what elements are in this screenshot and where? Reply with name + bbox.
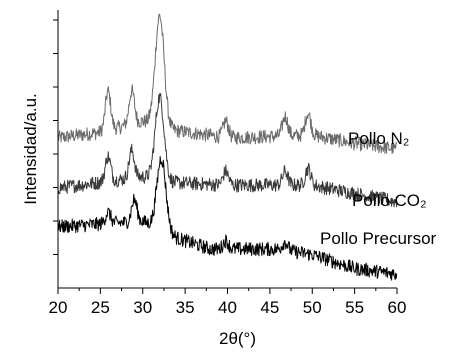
series-label-0: Pollo N₂	[348, 129, 409, 148]
series-line-0	[57, 13, 398, 155]
series-line-2	[57, 156, 398, 281]
x-tick-label-7: 55	[345, 298, 364, 317]
series-line-1	[57, 93, 398, 208]
x-tick-label-0: 20	[49, 298, 68, 317]
series-layer	[57, 13, 398, 281]
labels-layer: Pollo N₂ Pollo CO₂ Pollo Precursor	[320, 129, 437, 248]
y-axis-title: Intensidad/a.u.	[21, 93, 40, 205]
x-tick-label-4: 40	[218, 298, 237, 317]
series-label-1: Pollo CO₂	[352, 191, 427, 210]
series-label-2: Pollo Precursor	[320, 229, 437, 248]
x-tick-label-8: 60	[388, 298, 407, 317]
x-tick-label-6: 50	[303, 298, 322, 317]
x-tick-label-5: 45	[260, 298, 279, 317]
x-tick-label-3: 35	[176, 298, 195, 317]
x-tick-label-2: 30	[133, 298, 152, 317]
x-tick-label-1: 25	[91, 298, 110, 317]
axes-layer: 20 25 30 35 40 45 50 55 60 2θ(°) Intensidad/a.u.	[21, 10, 406, 348]
x-axis-title: 2θ(°)	[219, 329, 256, 348]
